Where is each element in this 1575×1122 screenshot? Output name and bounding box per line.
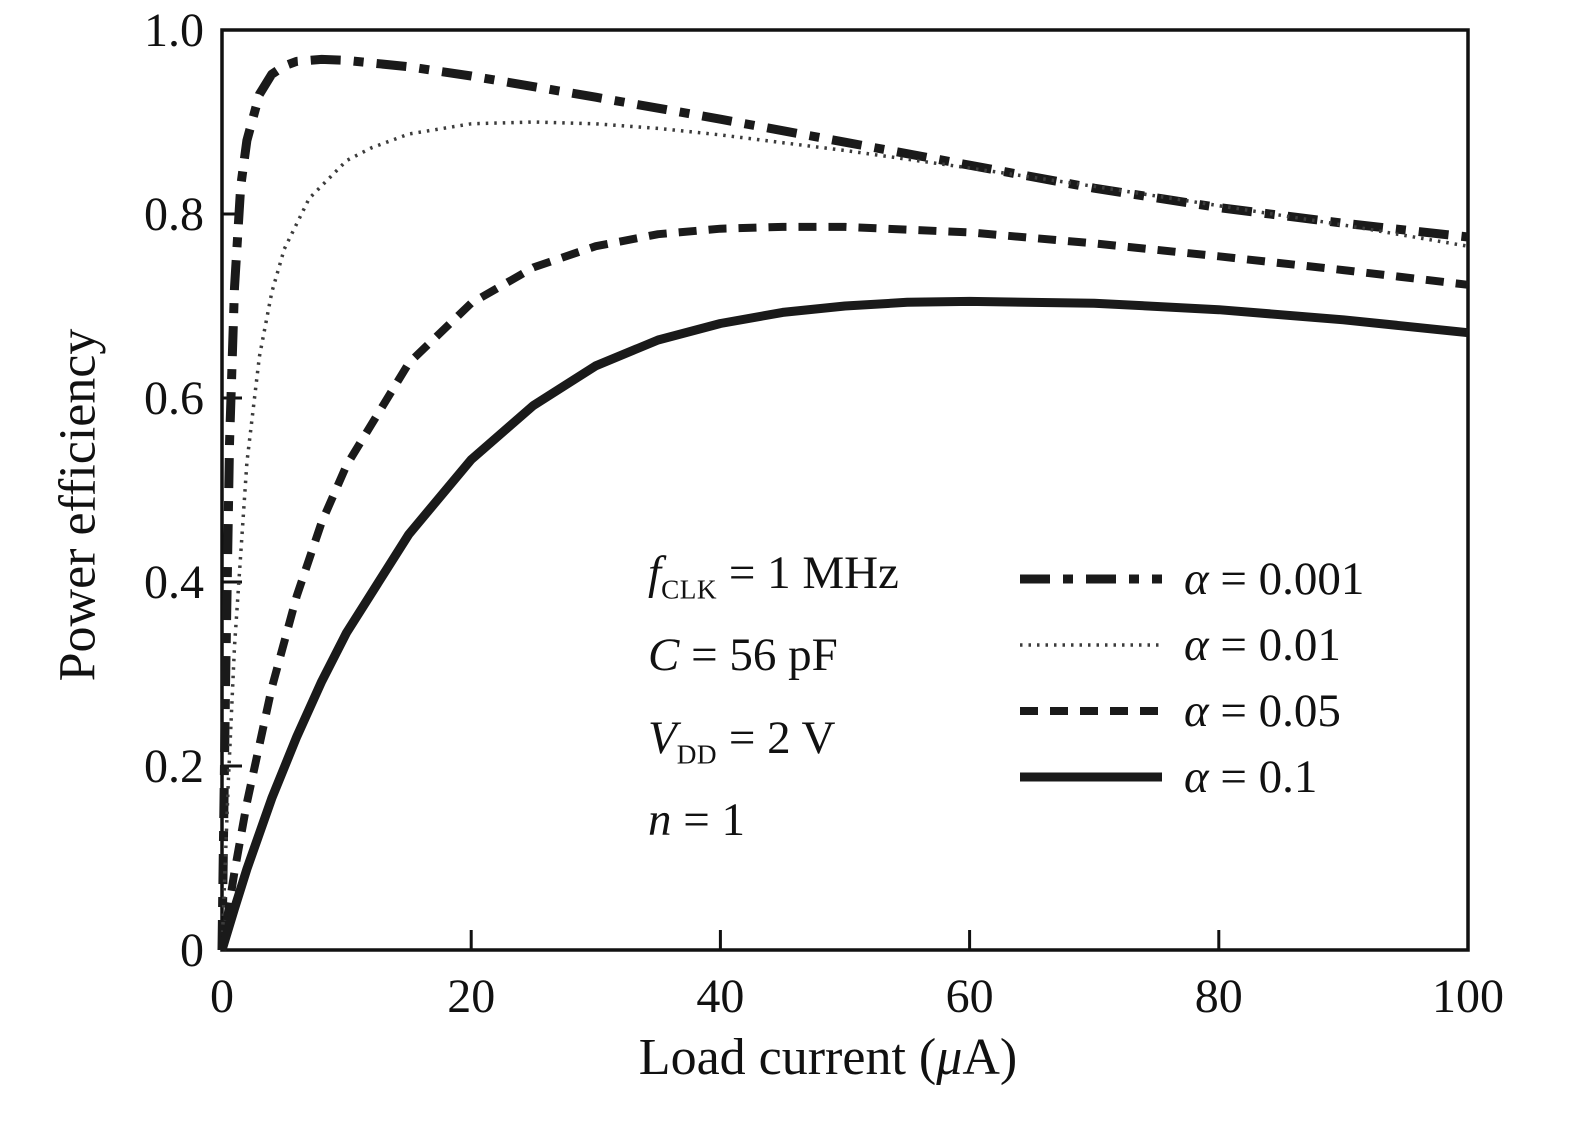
legend: α = 0.001 α = 0.01 α = 0.05 α = 0.1 <box>1016 546 1364 810</box>
annotation-var: V <box>648 711 677 764</box>
legend-item-alpha-001: α = 0.01 <box>1016 612 1364 678</box>
mu-symbol: μ <box>936 1029 963 1086</box>
annotation-fclk: fCLK = 1 MHz <box>648 540 899 622</box>
svg-text:0.4: 0.4 <box>144 556 204 609</box>
legend-label: α = 0.001 <box>1184 552 1364 606</box>
legend-item-alpha-005: α = 0.05 <box>1016 678 1364 744</box>
x-axis-label-pre: Load current ( <box>638 1029 937 1086</box>
legend-value: = 0.1 <box>1208 751 1318 803</box>
legend-item-alpha-0001: α = 0.001 <box>1016 546 1364 612</box>
svg-text:0.2: 0.2 <box>144 740 204 793</box>
annotation-rest: = 1 MHz <box>717 547 899 599</box>
annotation-var: f <box>648 547 662 599</box>
svg-text:80: 80 <box>1195 970 1243 1023</box>
legend-line-sample-solid <box>1020 772 1162 782</box>
svg-text:20: 20 <box>447 970 495 1023</box>
svg-text:0: 0 <box>210 970 234 1023</box>
legend-label: α = 0.1 <box>1184 750 1317 804</box>
x-axis-label: Load current (μA) <box>639 1028 1017 1087</box>
svg-text:0: 0 <box>180 924 204 977</box>
svg-text:60: 60 <box>946 970 994 1023</box>
annotation-var: C <box>648 629 680 682</box>
annotation-rest: = 1 <box>671 794 746 847</box>
svg-text:100: 100 <box>1432 970 1504 1023</box>
legend-label: α = 0.01 <box>1184 618 1341 672</box>
annotation-capacitance: C = 56 pF <box>648 622 899 704</box>
x-axis-label-post: A) <box>962 1029 1018 1086</box>
legend-line-sample-dashdot <box>1020 574 1162 584</box>
legend-value: = 0.01 <box>1208 619 1341 671</box>
svg-text:0.8: 0.8 <box>144 188 204 241</box>
annotation-rest: = 56 pF <box>679 629 838 682</box>
legend-line-sample-dashed <box>1020 707 1162 715</box>
annotation-n: n = 1 <box>648 787 899 869</box>
annotation-var: n <box>648 794 672 847</box>
svg-text:40: 40 <box>696 970 744 1023</box>
annotation-sub: CLK <box>661 574 718 605</box>
alpha-symbol: α <box>1184 685 1209 737</box>
legend-label: α = 0.05 <box>1184 684 1341 738</box>
svg-text:0.6: 0.6 <box>144 372 204 425</box>
alpha-symbol: α <box>1184 619 1209 671</box>
legend-item-alpha-01: α = 0.1 <box>1016 744 1364 810</box>
legend-line-sample-dotted <box>1020 643 1162 647</box>
legend-value: = 0.05 <box>1208 685 1341 737</box>
parameter-annotations: fCLK = 1 MHz C = 56 pF VDD = 2 V n = 1 <box>648 540 899 870</box>
annotation-vdd: VDD = 2 V <box>648 705 899 787</box>
svg-text:1.0: 1.0 <box>144 4 204 57</box>
annotation-sub: DD <box>676 739 718 770</box>
alpha-symbol: α <box>1184 553 1209 605</box>
legend-value: = 0.001 <box>1208 553 1365 605</box>
y-axis-label: Power efficiency <box>49 328 107 682</box>
annotation-rest: = 2 V <box>717 711 836 764</box>
alpha-symbol: α <box>1184 751 1209 803</box>
